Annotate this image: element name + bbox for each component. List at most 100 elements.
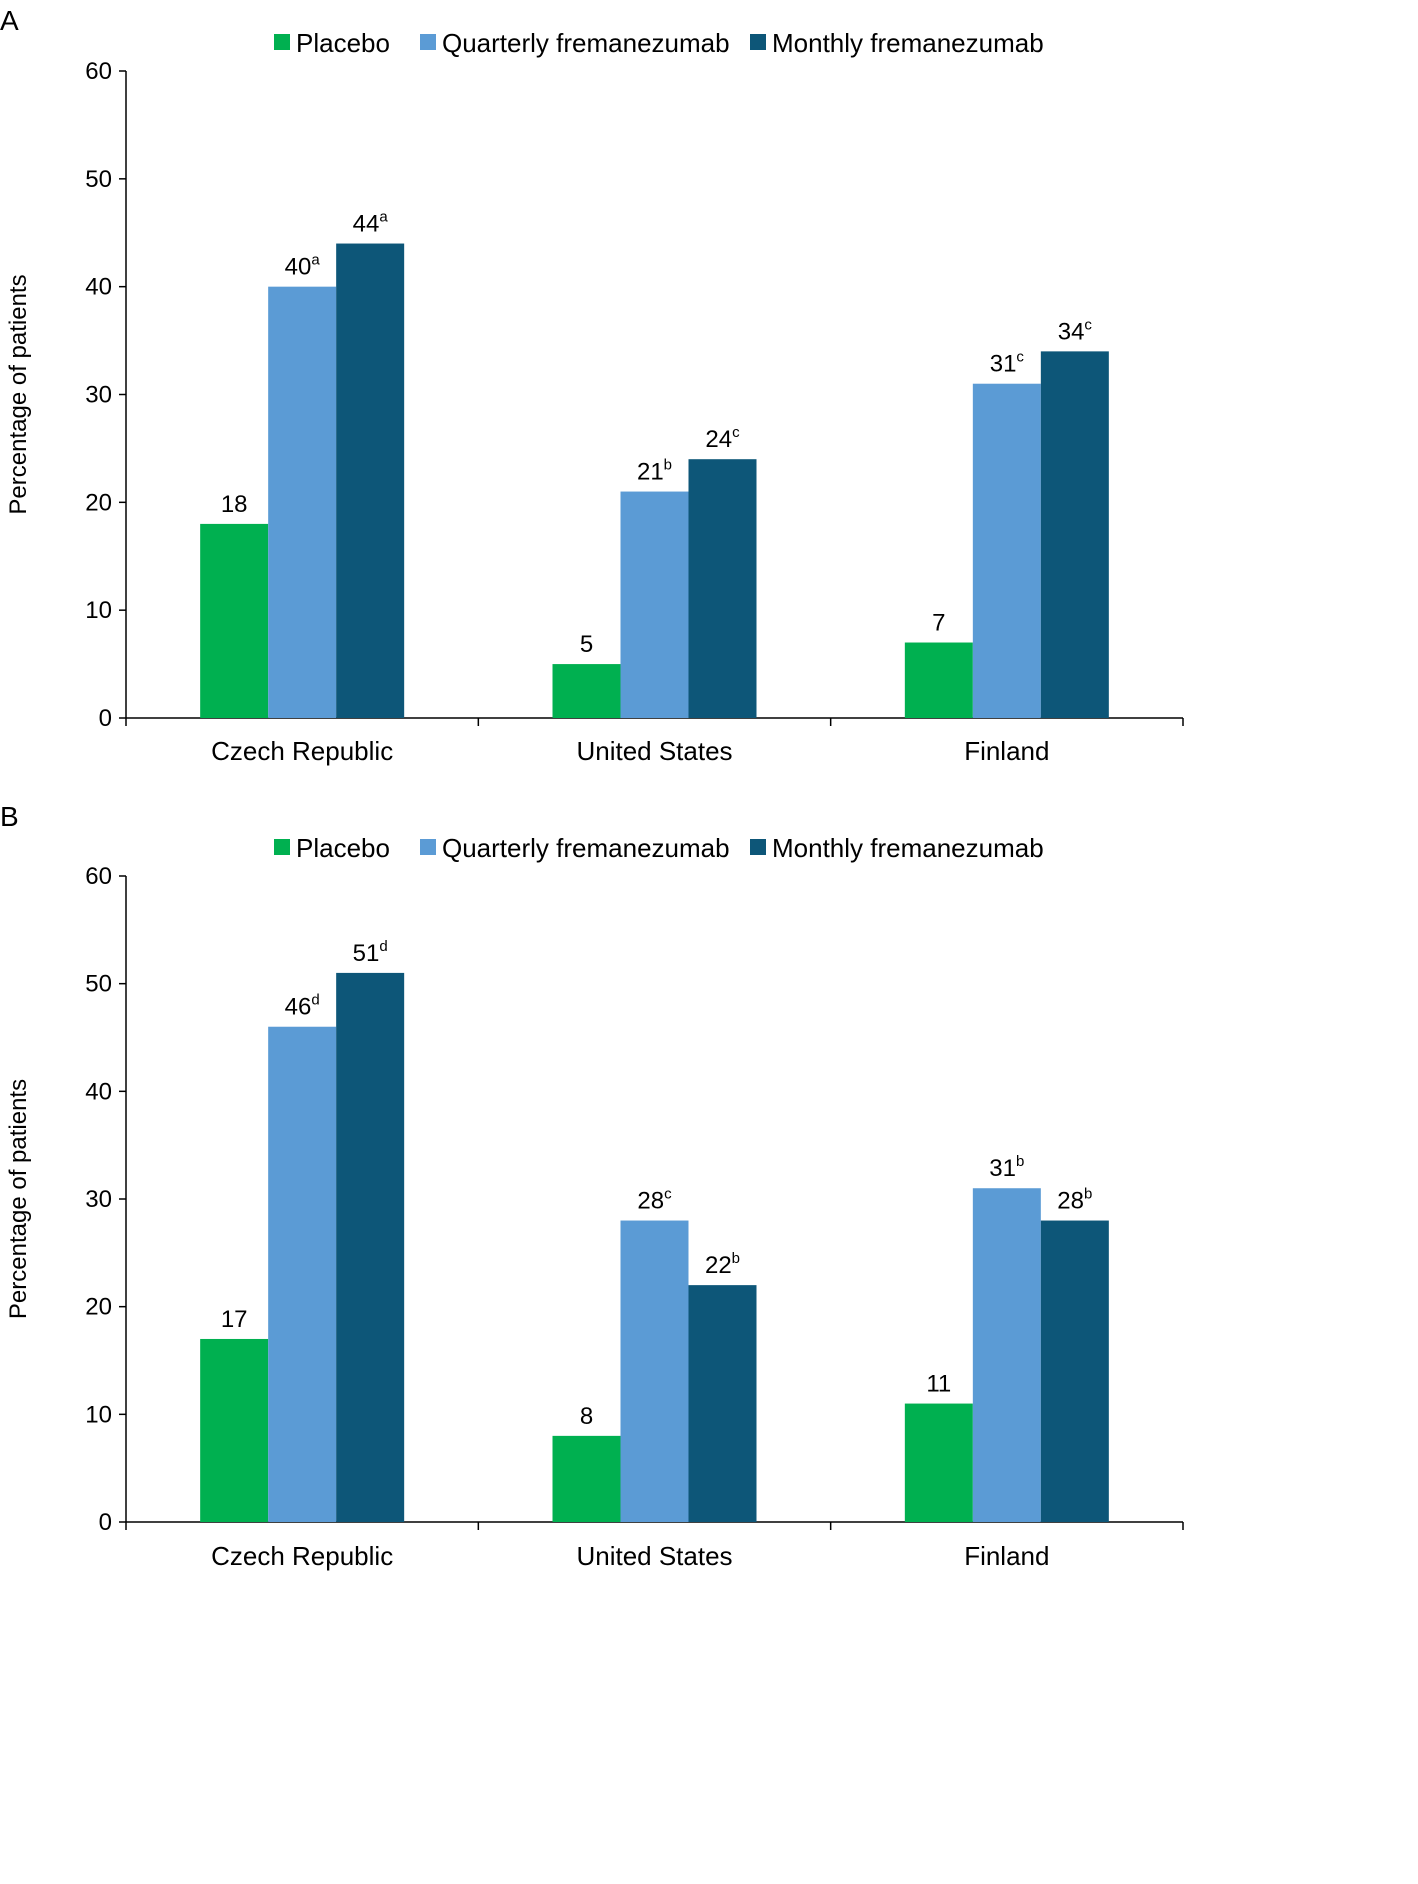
data-label-monthly-fremanezumab-united-states: 24c [705, 424, 740, 453]
legend-label: Monthly fremanezumab [772, 833, 1044, 863]
bar-quarterly-fremanezumab-czech-republic [268, 286, 337, 718]
bar-quarterly-fremanezumab-united-states [620, 491, 689, 718]
x-category-label: United States [576, 736, 732, 766]
data-label-superscript: d [379, 938, 387, 955]
data-label-placebo-czech-republic: 18 [221, 491, 248, 518]
legend-item-quarterly-fremanezumab: Quarterly fremanezumab [420, 833, 730, 863]
panel-letter: A [0, 5, 19, 36]
data-label-value: 31 [990, 351, 1017, 378]
y-tick-label: 10 [85, 597, 112, 624]
data-label-quarterly-fremanezumab-finland: 31b [989, 1153, 1024, 1182]
data-label-value: 24 [705, 426, 732, 453]
legend-item-placebo: Placebo [274, 833, 390, 863]
data-label-quarterly-fremanezumab-united-states: 21b [637, 457, 672, 486]
data-label-value: 7 [932, 610, 945, 637]
x-category-label: United States [576, 1541, 732, 1571]
data-label-value: 34 [1058, 318, 1085, 345]
y-tick-label: 0 [99, 1509, 112, 1536]
data-label-placebo-finland: 7 [932, 610, 945, 637]
y-tick-label: 20 [85, 1294, 112, 1321]
data-label-superscript: a [311, 252, 320, 269]
data-label-superscript: c [664, 1186, 672, 1203]
legend-item-quarterly-fremanezumab: Quarterly fremanezumab [420, 28, 730, 58]
legend-label: Monthly fremanezumab [772, 28, 1044, 58]
data-label-monthly-fremanezumab-finland: 28b [1057, 1186, 1092, 1215]
data-label-value: 21 [637, 459, 664, 486]
bar-monthly-fremanezumab-czech-republic [336, 972, 405, 1522]
chart-panel-b: B Placebo Quarterly fremanezumab Monthly fr… [0, 801, 1184, 1571]
bar-quarterly-fremanezumab-united-states [620, 1220, 689, 1522]
bar-monthly-fremanezumab-united-states [688, 1285, 757, 1522]
data-label-superscript: c [732, 424, 740, 441]
data-label-superscript: c [1016, 349, 1024, 366]
data-label-value: 17 [221, 1306, 248, 1333]
y-tick-label: 60 [85, 863, 112, 890]
legend-swatch [420, 34, 436, 50]
panel-letter: B [0, 801, 19, 832]
x-category-label: Finland [964, 1541, 1049, 1571]
data-label-value: 8 [580, 1403, 593, 1430]
data-label-placebo-czech-republic: 17 [221, 1306, 248, 1333]
data-label-value: 46 [285, 994, 312, 1021]
bar-placebo-czech-republic [200, 523, 269, 718]
data-label-monthly-fremanezumab-czech-republic: 44a [353, 209, 389, 238]
data-label-superscript: b [1016, 1153, 1024, 1170]
bar-monthly-fremanezumab-united-states [688, 459, 757, 718]
data-label-value: 11 [926, 1371, 951, 1398]
y-axis-label: Percentage of patients [5, 1079, 32, 1319]
legend-swatch [420, 839, 436, 855]
chart-panel-a: A Placebo Quarterly fremanezumab Monthly fr… [0, 5, 1184, 766]
x-category-label: Czech Republic [211, 736, 393, 766]
data-label-value: 31 [989, 1155, 1016, 1182]
bar-placebo-finland [904, 1403, 973, 1522]
data-label-superscript: c [1084, 316, 1092, 333]
data-label-superscript: d [311, 992, 319, 1009]
category-group-united-states: 8 28c 22b United States [552, 1186, 757, 1571]
data-label-placebo-united-states: 5 [580, 631, 593, 658]
bar-monthly-fremanezumab-finland [1040, 1220, 1109, 1522]
bar-quarterly-fremanezumab-finland [972, 1188, 1041, 1522]
data-label-value: 5 [580, 631, 593, 658]
data-label-value: 22 [705, 1252, 732, 1279]
legend-swatch [750, 34, 766, 50]
bar-monthly-fremanezumab-finland [1040, 351, 1109, 718]
bar-placebo-united-states [552, 664, 621, 718]
bar-quarterly-fremanezumab-czech-republic [268, 1026, 337, 1522]
data-label-monthly-fremanezumab-united-states: 22b [705, 1250, 740, 1279]
legend-swatch [274, 839, 290, 855]
data-label-quarterly-fremanezumab-czech-republic: 40a [285, 252, 321, 281]
x-category-label: Czech Republic [211, 1541, 393, 1571]
data-label-superscript: a [379, 209, 388, 226]
y-tick-label: 60 [85, 58, 112, 85]
data-label-superscript: b [1084, 1186, 1092, 1203]
bar-placebo-finland [904, 642, 973, 718]
data-label-value: 40 [285, 254, 312, 281]
data-label-value: 18 [221, 491, 248, 518]
bar-placebo-czech-republic [200, 1338, 269, 1522]
y-tick-label: 10 [85, 1401, 112, 1428]
bar-placebo-united-states [552, 1435, 621, 1522]
bar-quarterly-fremanezumab-finland [972, 383, 1041, 718]
category-group-united-states: 5 21b 24c United States [552, 424, 757, 766]
legend-label: Placebo [296, 833, 390, 863]
data-label-value: 51 [353, 940, 380, 967]
y-tick-label: 20 [85, 489, 112, 516]
legend-label: Placebo [296, 28, 390, 58]
data-label-quarterly-fremanezumab-united-states: 28c [637, 1186, 672, 1215]
data-label-quarterly-fremanezumab-finland: 31c [990, 349, 1025, 378]
data-label-placebo-finland: 11 [926, 1371, 951, 1398]
y-tick-label: 50 [85, 971, 112, 998]
y-axis-label: Percentage of patients [5, 274, 32, 514]
legend-swatch [750, 839, 766, 855]
y-tick-label: 40 [85, 1078, 112, 1105]
bar-monthly-fremanezumab-czech-republic [336, 243, 405, 719]
legend-swatch [274, 34, 290, 50]
y-tick-label: 30 [85, 382, 112, 409]
legend-item-monthly-fremanezumab: Monthly fremanezumab [750, 28, 1044, 58]
